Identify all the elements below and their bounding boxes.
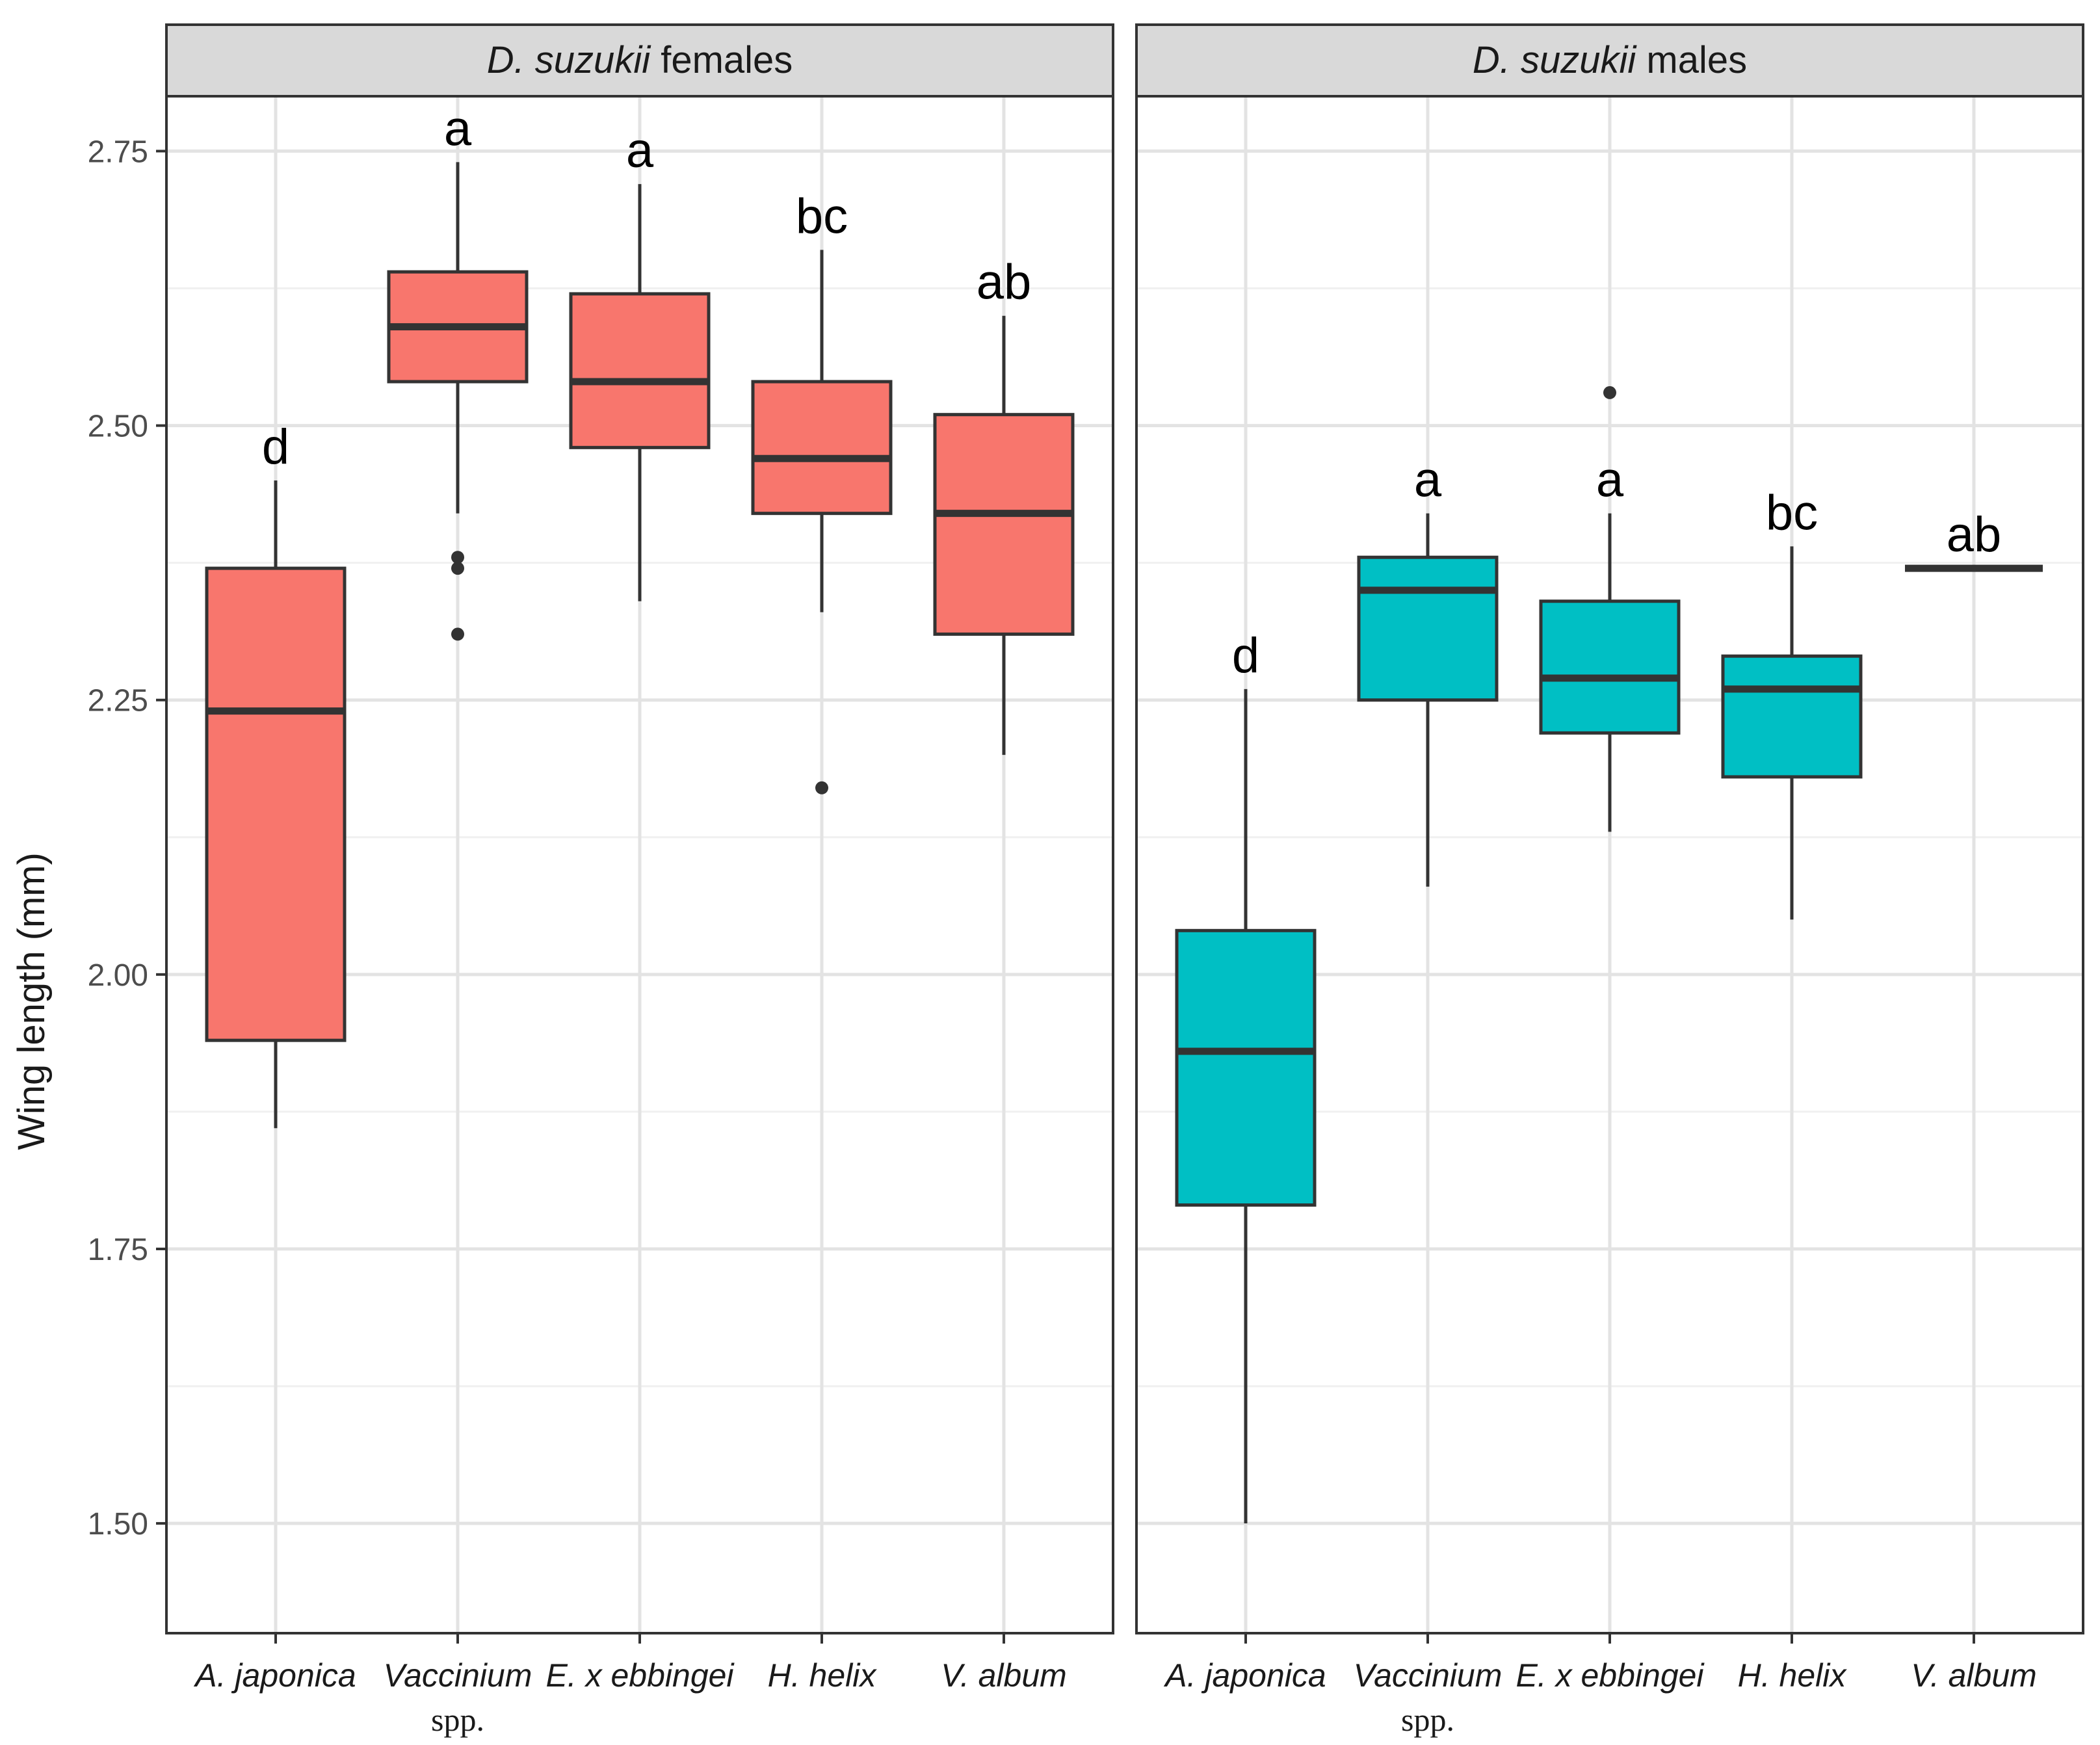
y-tick-label: 2.25 [88, 684, 148, 718]
significance-letter: ab [1947, 507, 2002, 562]
x-tick-label: H. helix [768, 1657, 878, 1694]
panel-females: D. suzukii females d a a bc ab A. japonica Vacc… [165, 23, 1114, 1738]
strip-species: D. suzukii [1473, 39, 1638, 81]
x-tick-label: A. japonica [1163, 1657, 1326, 1694]
y-tick-label: 2.75 [88, 135, 148, 169]
box-female-3: a [569, 123, 711, 601]
iqr-box [933, 413, 1075, 636]
box-male-5: ab [1905, 507, 2043, 572]
panel-males: D. suzukii males d a a bc ab A. japonica Vaccin… [1135, 23, 2084, 1738]
panels-layer: D. suzukii females d a a bc ab A. japonica Vacc… [165, 23, 2084, 1738]
outlier-point [1603, 386, 1616, 399]
facet-strip-label: D. suzukii males [1473, 39, 1747, 81]
box-male-4: bc [1721, 485, 1863, 920]
box-male-1: d [1175, 628, 1317, 1524]
x-tick-label: V. album [941, 1657, 1067, 1694]
outlier-point [451, 551, 464, 564]
iqr-box [751, 380, 893, 516]
box-female-4: bc [751, 189, 893, 794]
iqr-box [205, 566, 347, 1042]
strip-sex: females [650, 39, 793, 81]
y-tick-label: 2.50 [88, 410, 148, 444]
y-axis: 1.50 1.75 2.00 2.25 2.50 2.75 [88, 135, 166, 1542]
significance-letter: bc [1766, 485, 1818, 540]
significance-letter: a [1596, 453, 1624, 508]
significance-letter: a [626, 123, 654, 178]
iqr-box [1175, 928, 1317, 1207]
x-tick-label: Vaccinium [384, 1657, 532, 1694]
box-male-3: a [1539, 386, 1681, 832]
x-tick-sublabel: spp. [431, 1701, 484, 1738]
box-female-1: d [205, 419, 347, 1129]
x-tick-label: Vaccinium [1354, 1657, 1503, 1694]
x-tick-label: E. x ebbingei [545, 1657, 735, 1694]
iqr-box [1357, 555, 1499, 702]
iqr-box [1721, 654, 1863, 779]
facet-strip [1135, 23, 2084, 98]
facet-strip [165, 23, 1114, 98]
significance-letter: d [1232, 628, 1259, 683]
x-tick-label: A. japonica [193, 1657, 356, 1694]
facet-strip-label: D. suzukii females [487, 39, 793, 81]
x-tick-sublabel: spp. [1401, 1701, 1454, 1738]
y-tick-label: 1.75 [88, 1233, 148, 1267]
iqr-box [569, 292, 711, 449]
x-tick-label: E. x ebbingei [1516, 1657, 1705, 1694]
strip-species: D. suzukii [487, 39, 652, 81]
y-tick-label: 1.50 [88, 1507, 148, 1542]
x-tick-label: V. album [1911, 1657, 2037, 1694]
y-axis-label: Wing length (mm) [10, 852, 53, 1150]
box-male-2: a [1357, 453, 1499, 887]
y-tick-label: 2.00 [88, 958, 148, 993]
x-tick-label: H. helix [1738, 1657, 1848, 1694]
outlier-point [815, 781, 828, 794]
significance-letter: a [444, 101, 472, 156]
strip-sex: males [1636, 39, 1747, 81]
significance-letter: bc [796, 189, 848, 244]
significance-letter: ab [977, 255, 1032, 310]
significance-letter: d [262, 419, 289, 475]
box-female-2: a [387, 101, 529, 641]
box-female-5: ab [933, 255, 1075, 755]
outlier-point [451, 562, 464, 575]
outlier-point [451, 627, 464, 641]
iqr-box [1539, 599, 1681, 735]
significance-letter: a [1414, 453, 1442, 508]
